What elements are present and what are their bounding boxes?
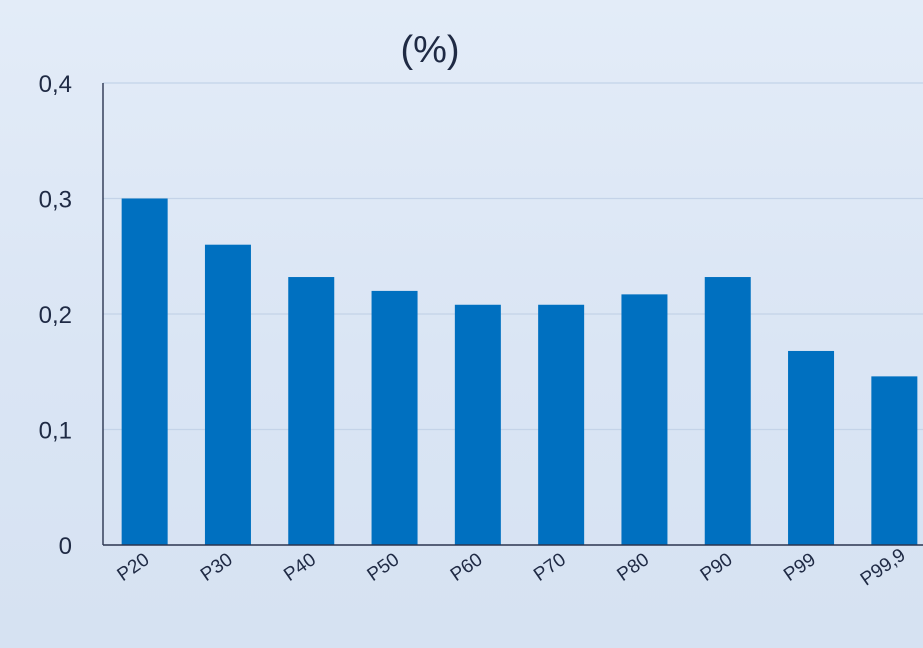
chart-title: (%) [400,29,459,71]
bar-p99 [788,350,835,545]
x-tick-label: P99 [780,549,820,586]
x-tick-label: P99,9 [857,545,910,591]
x-tick-label: P70 [530,549,570,586]
bar-p60 [454,304,501,545]
bar-p30 [204,244,251,545]
bar-p70 [538,304,585,545]
y-tick-label: 0 [59,533,72,560]
bar-p20 [121,198,168,545]
y-axis-ticks: 0 0,1 0,2 0,3 0,4 [39,71,72,560]
bar-p99-9 [871,376,918,545]
x-tick-label: P20 [114,549,154,586]
x-tick-label: P60 [447,549,487,586]
y-tick-label: 0,2 [39,302,72,329]
bars [121,198,918,545]
x-tick-label: P80 [613,549,653,586]
x-tick-label: P50 [364,549,404,586]
x-axis-ticks: P20 P30 P40 P50 P60 P70 P80 P90 P99 P99,9 [114,545,910,591]
bar-p50 [371,290,418,545]
y-tick-label: 0,1 [39,418,72,445]
x-tick-label: P90 [697,549,737,586]
x-tick-label: P30 [197,549,237,586]
y-tick-label: 0,4 [39,71,72,98]
axes [102,83,923,546]
bar-p40 [288,277,335,545]
bar-p90 [704,277,751,545]
bar-p80 [621,294,668,545]
y-tick-label: 0,3 [39,187,72,214]
x-tick-label: P40 [280,549,320,586]
